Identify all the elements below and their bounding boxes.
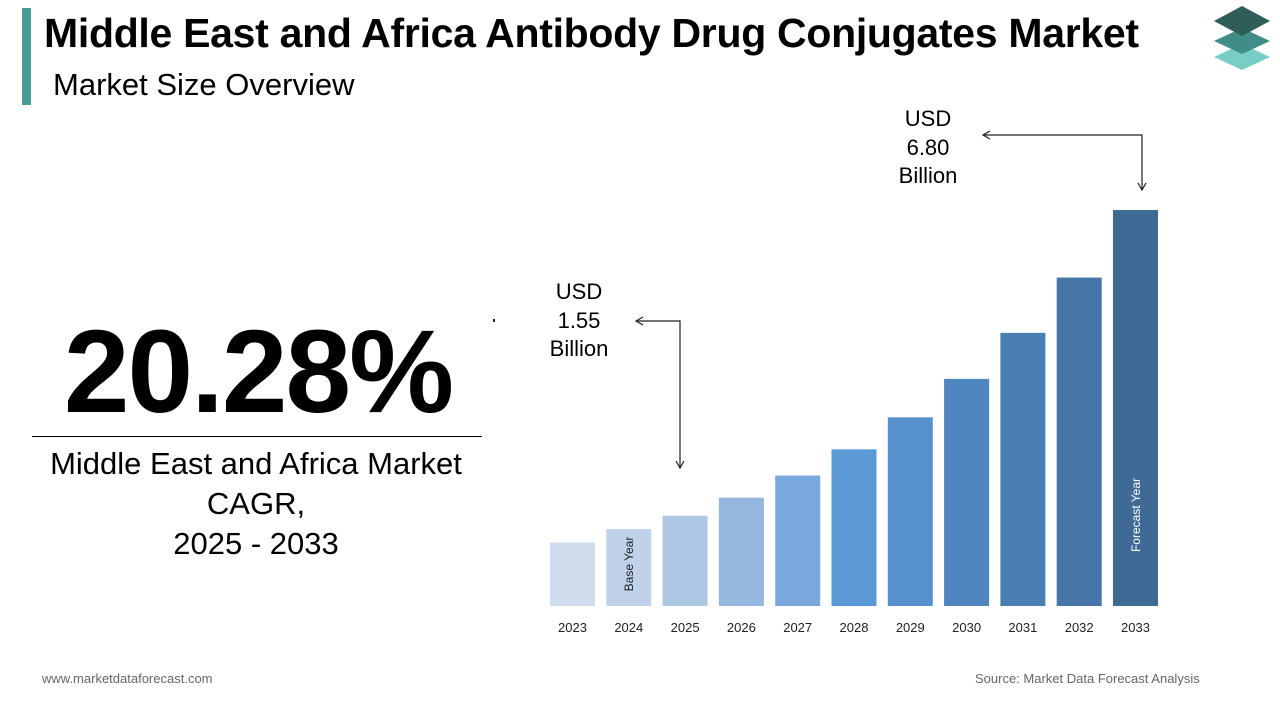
bar-2030 (944, 378, 990, 606)
page-title: Middle East and Africa Antibody Drug Con… (44, 10, 1139, 56)
start-callout-amount: 1.55 (557, 307, 601, 333)
x-tick-label-2030: 2030 (952, 620, 982, 635)
bar-2024 (606, 529, 652, 606)
bar-2032 (1056, 277, 1102, 606)
cagr-divider (32, 436, 482, 437)
cagr-label: Middle East and Africa Market CAGR, 2025… (20, 444, 492, 564)
title-accent-bar (22, 8, 31, 105)
bar-2028 (831, 449, 877, 606)
bar-2026 (718, 497, 764, 606)
bar-2025 (662, 515, 708, 606)
bar-2027 (775, 475, 821, 606)
bar-2031 (1000, 332, 1046, 606)
start-value-callout: USD 1.55 Billion (519, 278, 639, 364)
end-callout-amount: 6.80 (906, 134, 950, 160)
stacked-layers-logo-icon (1214, 6, 1270, 70)
x-tick-label-2023: 2023 (558, 620, 587, 635)
cagr-label-line3: 2025 - 2033 (173, 526, 339, 561)
bar-2029 (887, 417, 933, 606)
end-callout-unit: Billion (898, 163, 958, 188)
bar-2033 (1113, 210, 1158, 606)
cagr-value: 20.28% (63, 306, 454, 438)
footer-website: www.marketdataforecast.com (42, 671, 213, 686)
start-callout-unit: Billion (549, 336, 609, 361)
page-subtitle: Market Size Overview (53, 67, 355, 102)
end-callout-arrow (981, 130, 1147, 192)
cagr-label-line1: Middle East and Africa Market (50, 446, 462, 481)
decorative-dot (493, 319, 495, 322)
x-tick-label-2026: 2026 (726, 620, 756, 635)
x-tick-label-2025: 2025 (670, 620, 700, 635)
end-callout-currency: USD (904, 106, 952, 131)
x-tick-label-2027: 2027 (783, 620, 813, 635)
end-value-callout: USD 6.80 Billion (868, 105, 988, 191)
x-tick-label-2032: 2032 (1064, 620, 1094, 635)
start-callout-arrow (634, 316, 685, 470)
footer-source: Source: Market Data Forecast Analysis (975, 671, 1200, 686)
x-tick-label-2028: 2028 (839, 620, 869, 635)
x-tick-label-2033: 2033 (1121, 620, 1150, 635)
x-tick-label-2029: 2029 (895, 620, 925, 635)
x-tick-label-2024: 2024 (614, 620, 644, 635)
start-callout-currency: USD (555, 279, 603, 304)
cagr-label-line2: CAGR, (206, 486, 306, 521)
bar-2023 (550, 542, 595, 606)
x-tick-label-2031: 2031 (1008, 620, 1038, 635)
